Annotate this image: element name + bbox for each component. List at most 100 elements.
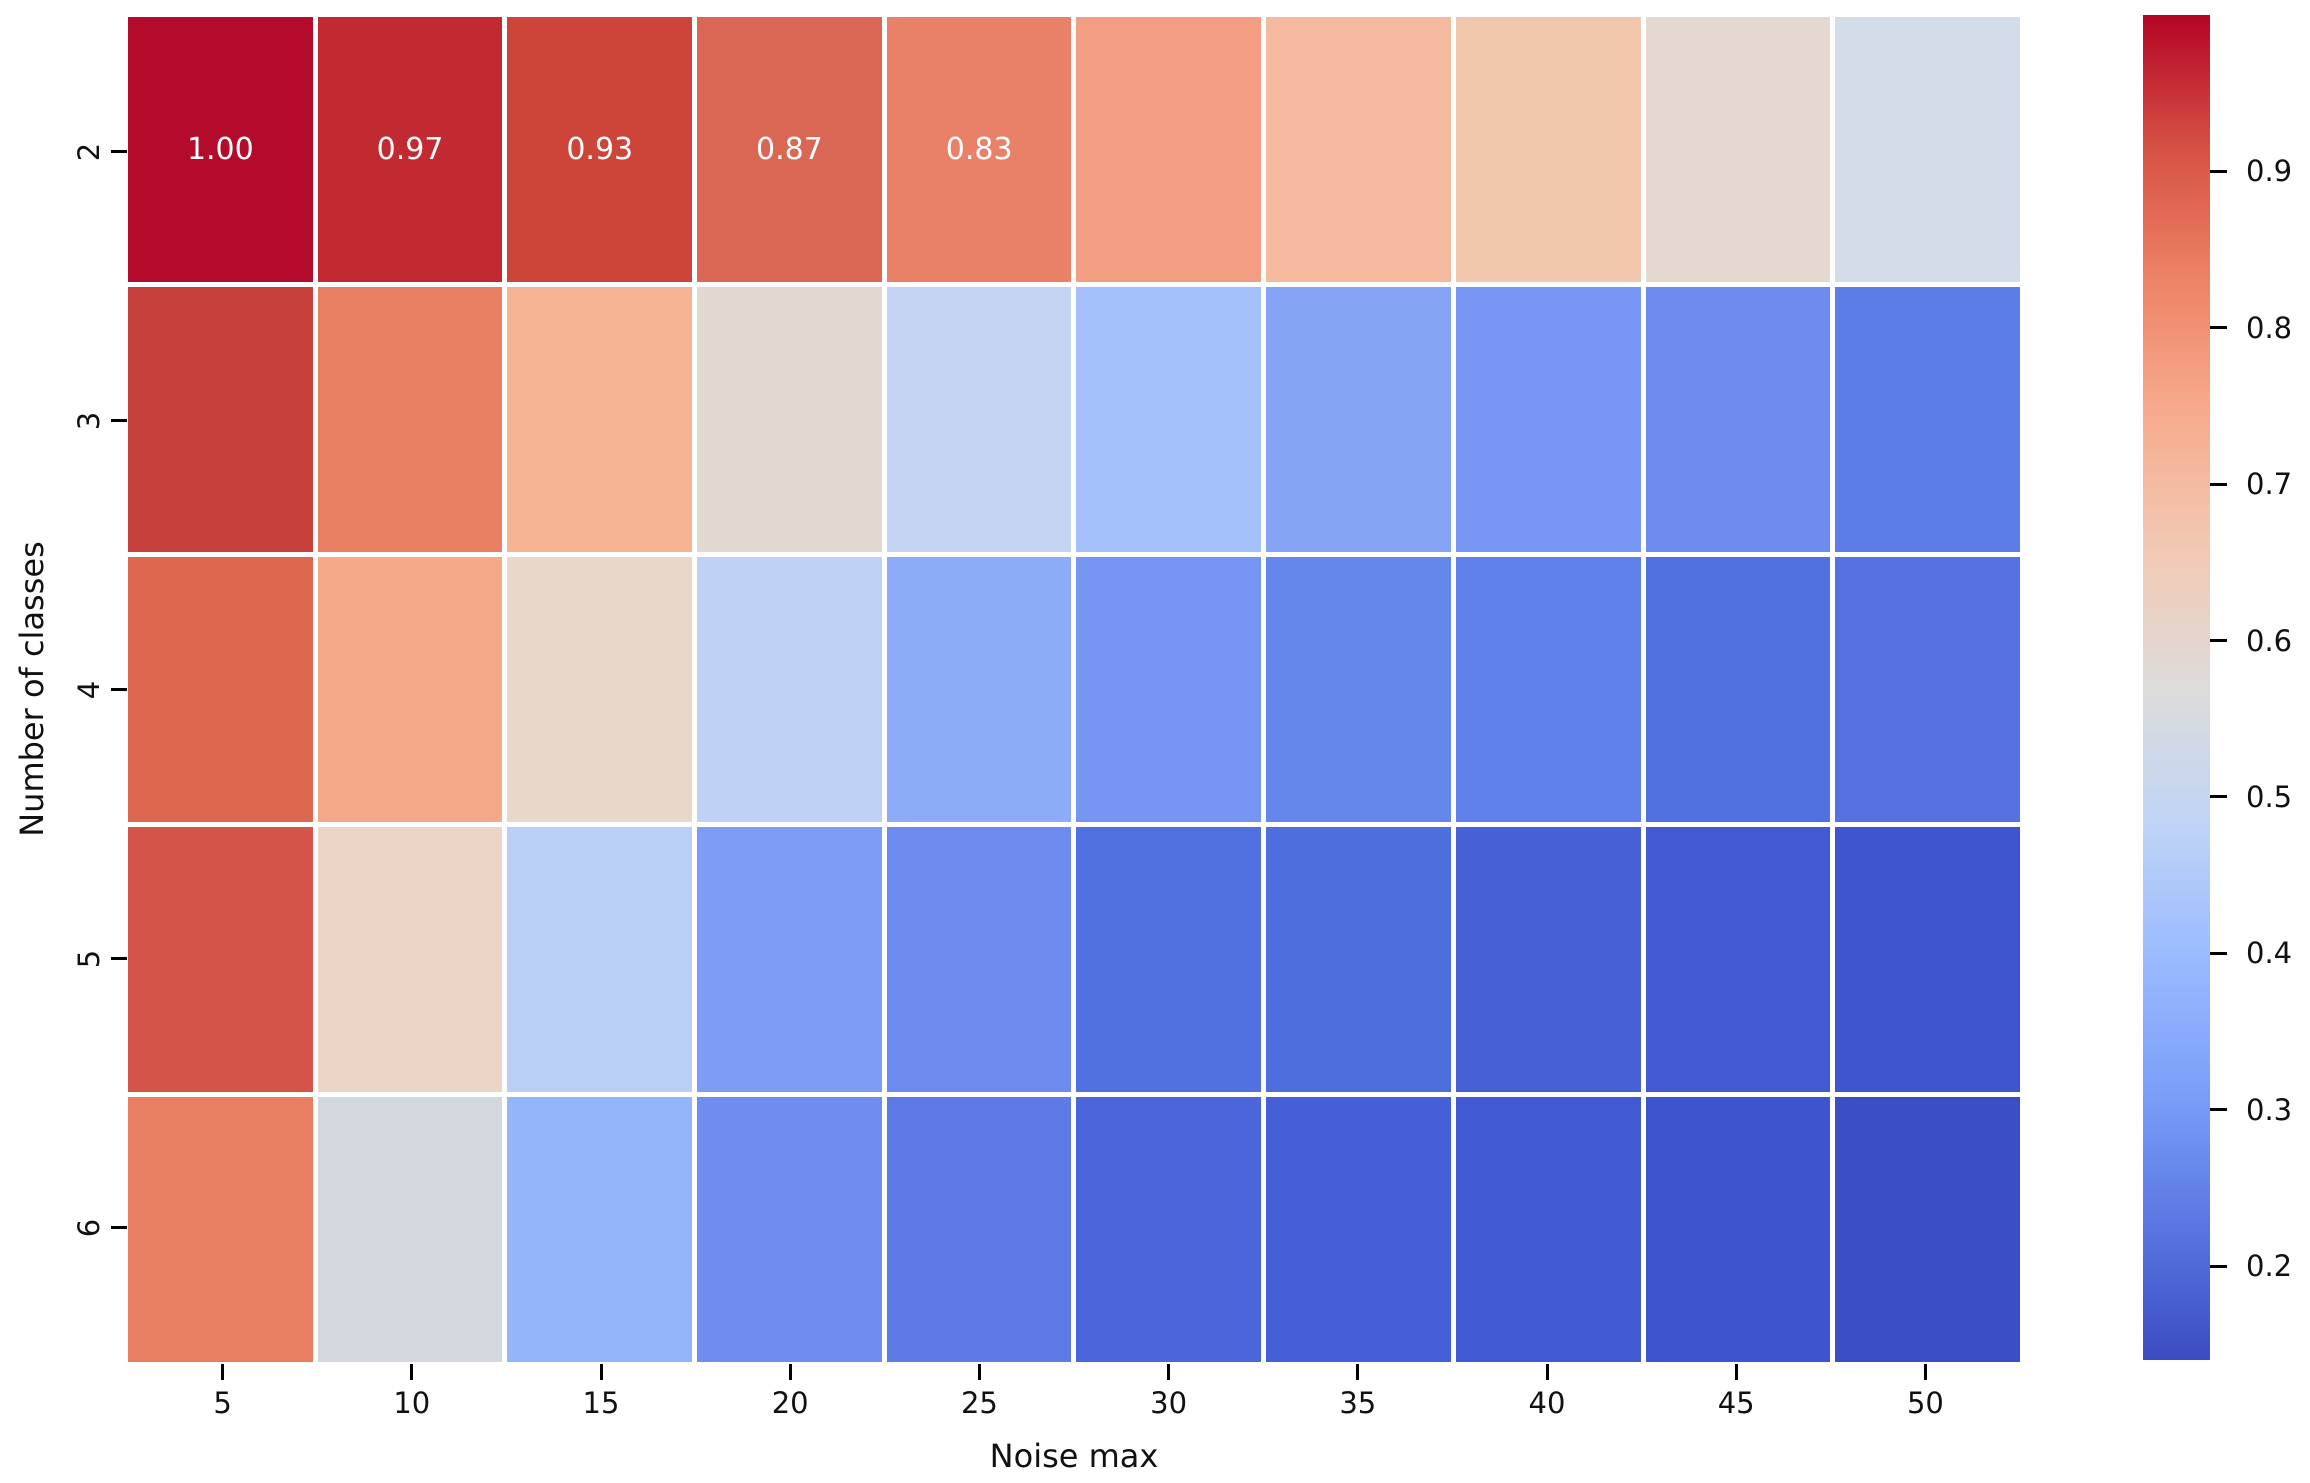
heatmap-cell xyxy=(886,557,1072,822)
heatmap-cell xyxy=(1645,287,1831,552)
heatmap-cell xyxy=(1455,17,1641,282)
heatmap-cell xyxy=(1266,287,1451,552)
heatmap-cell xyxy=(1455,557,1641,822)
x-tick-label: 45 xyxy=(1717,1386,1755,1420)
heatmap-cell xyxy=(1835,287,2020,552)
heatmap-cell xyxy=(128,1097,313,1362)
heatmap-cell xyxy=(1076,1097,1262,1362)
colorbar-tick-label: 0.6 xyxy=(2246,623,2293,658)
x-tick-mark xyxy=(977,1364,981,1380)
x-tick-mark xyxy=(788,1364,792,1380)
heatmap-cell xyxy=(1455,827,1641,1092)
y-tick-mark xyxy=(111,688,127,691)
x-tick-label: 15 xyxy=(582,1386,620,1420)
heatmap-cell xyxy=(317,827,503,1092)
heatmap-cell xyxy=(1266,827,1451,1092)
heatmap-cell xyxy=(886,287,1072,552)
y-tick-label: 5 xyxy=(72,949,106,968)
x-tick-label: 20 xyxy=(771,1386,809,1420)
heatmap-cell xyxy=(697,287,882,552)
heatmap-cell xyxy=(1455,1097,1641,1362)
colorbar-tick-mark xyxy=(2210,482,2227,486)
heatmap-cell xyxy=(317,557,503,822)
heatmap-cell xyxy=(507,557,693,822)
heatmap-cell xyxy=(317,1097,503,1362)
colorbar xyxy=(2143,15,2210,1360)
heatmap-cell xyxy=(886,1097,1072,1362)
colorbar-tick-mark xyxy=(2210,951,2227,955)
heatmap-cell xyxy=(128,287,313,552)
colorbar-tick-mark xyxy=(2210,795,2227,799)
heatmap-cell xyxy=(1076,827,1262,1092)
x-tick-mark xyxy=(599,1364,603,1380)
heatmap-cell-annotated: 0.97 xyxy=(317,17,503,282)
x-tick-mark xyxy=(410,1364,414,1380)
heatmap-cell xyxy=(1076,17,1262,282)
y-tick-label: 4 xyxy=(72,680,106,699)
heatmap-cell-annotated: 0.87 xyxy=(697,17,882,282)
heatmap-cell-annotated: 0.93 xyxy=(507,17,693,282)
heatmap-cell xyxy=(697,827,882,1092)
colorbar-tick-mark xyxy=(2210,326,2227,330)
heatmap-cell xyxy=(697,557,882,822)
heatmap-cell xyxy=(1266,1097,1451,1362)
colorbar-tick-mark xyxy=(2210,169,2227,173)
x-tick-label: 25 xyxy=(960,1386,998,1420)
y-tick-label: 2 xyxy=(72,142,106,161)
heatmap-cell xyxy=(1076,557,1262,822)
heatmap-cell xyxy=(507,827,693,1092)
colorbar-tick-mark xyxy=(2210,1108,2227,1112)
x-tick-mark xyxy=(1734,1364,1738,1380)
colorbar-tick-label: 0.2 xyxy=(2246,1249,2293,1284)
x-tick-mark xyxy=(1356,1364,1360,1380)
heatmap-cell xyxy=(317,287,503,552)
x-tick-label: 35 xyxy=(1339,1386,1377,1420)
x-tick-mark xyxy=(1545,1364,1549,1380)
y-tick-label: 3 xyxy=(72,411,106,430)
colorbar-tick-label: 0.4 xyxy=(2246,936,2293,971)
heatmap-cell xyxy=(1266,17,1451,282)
heatmap-cell xyxy=(886,827,1072,1092)
colorbar-tick-mark xyxy=(2210,639,2227,643)
x-axis-label: Noise max xyxy=(989,1437,1159,1475)
heatmap-cell xyxy=(1645,1097,1831,1362)
colorbar-tick-label: 0.5 xyxy=(2246,779,2293,814)
heatmap-cell xyxy=(1645,17,1831,282)
x-tick-mark xyxy=(221,1364,225,1380)
heatmap-cell xyxy=(1835,827,2020,1092)
y-tick-label: 6 xyxy=(72,1218,106,1237)
colorbar-tick-label: 0.8 xyxy=(2246,310,2293,345)
y-tick-mark xyxy=(111,1226,127,1229)
heatmap-cell xyxy=(1835,1097,2020,1362)
heatmap-plot-area: 1.00 0.97 0.93 0.87 0.83 xyxy=(128,17,2020,1362)
heatmap-cell xyxy=(507,287,693,552)
y-tick-mark xyxy=(111,419,127,422)
heatmap-cell xyxy=(1835,557,2020,822)
heatmap-cell xyxy=(1835,17,2020,282)
colorbar-tick-label: 0.3 xyxy=(2246,1092,2293,1127)
heatmap-cell xyxy=(697,1097,882,1362)
y-axis-label: Number of classes xyxy=(13,541,51,837)
heatmap-cell xyxy=(1645,557,1831,822)
x-tick-mark xyxy=(1923,1364,1927,1380)
colorbar-tick-label: 0.7 xyxy=(2246,467,2293,502)
heatmap-cell xyxy=(128,827,313,1092)
heatmap-cell xyxy=(1645,827,1831,1092)
y-tick-mark xyxy=(111,150,127,153)
x-tick-label: 40 xyxy=(1528,1386,1566,1420)
heatmap-cell xyxy=(507,1097,693,1362)
x-tick-label: 5 xyxy=(213,1386,232,1420)
heatmap-cell xyxy=(1076,287,1262,552)
x-tick-label: 10 xyxy=(393,1386,431,1420)
colorbar-tick-mark xyxy=(2210,1264,2227,1268)
heatmap-cell xyxy=(1455,287,1641,552)
x-tick-label: 50 xyxy=(1906,1386,1944,1420)
heatmap-cell xyxy=(1266,557,1451,822)
heatmap-cell-annotated: 1.00 xyxy=(128,17,313,282)
x-tick-label: 30 xyxy=(1150,1386,1188,1420)
heatmap-cell-annotated: 0.83 xyxy=(886,17,1072,282)
x-tick-mark xyxy=(1167,1364,1171,1380)
y-tick-mark xyxy=(111,957,127,960)
colorbar-tick-label: 0.9 xyxy=(2246,154,2293,189)
